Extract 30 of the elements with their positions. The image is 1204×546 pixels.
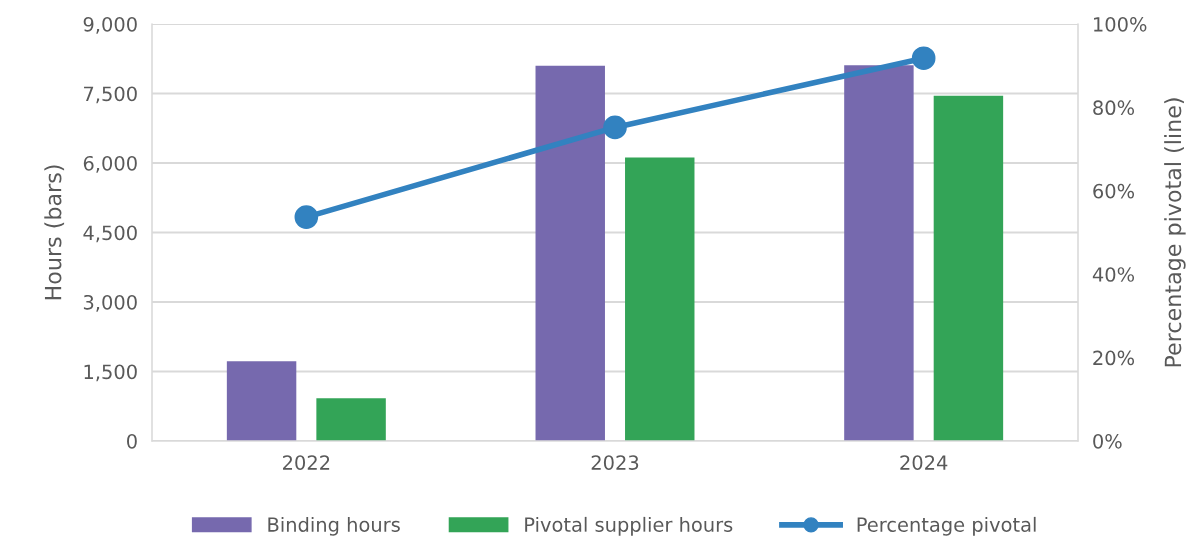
y-tick-label: 7,500 [84,86,137,104]
y2-tick-label: 20% [1093,350,1135,366]
x-tick-label: 2024 [900,455,948,470]
x-tick-label: 2022 [283,455,330,470]
y2-axis-title: Percentage pivotal (line) [1164,98,1186,367]
point [294,205,319,229]
y-tick-label: 9,000 [83,16,137,34]
y2-tick-label: 80% [1093,100,1135,116]
y-axis-title: Hours (bars) [44,165,65,300]
y-tick-label: 1,500 [84,364,137,382]
y-tick-label: 6,000 [83,155,137,173]
bar [226,361,297,441]
y2-tick-label: 100% [1094,16,1147,32]
bar [316,398,386,441]
y-tick-label: 3,000 [83,294,137,312]
legend-label: Percentage pivotal [857,516,1036,536]
point [603,115,627,140]
y-tick-label: 4,500 [83,225,137,243]
point [911,46,936,71]
bar [625,157,695,441]
y-tick-label: 0 [127,433,137,449]
y2-tick-label: 60% [1093,183,1135,199]
bar [535,65,605,441]
x-tick-label: 2023 [591,455,639,470]
bar [844,65,914,441]
legend-label: Binding hours [268,516,400,536]
bar [933,95,1004,441]
legend-label: Pivotal supplier hours [525,516,733,536]
y2-tick-label: 40% [1092,267,1135,282]
y2-tick-label: 0% [1093,433,1122,449]
